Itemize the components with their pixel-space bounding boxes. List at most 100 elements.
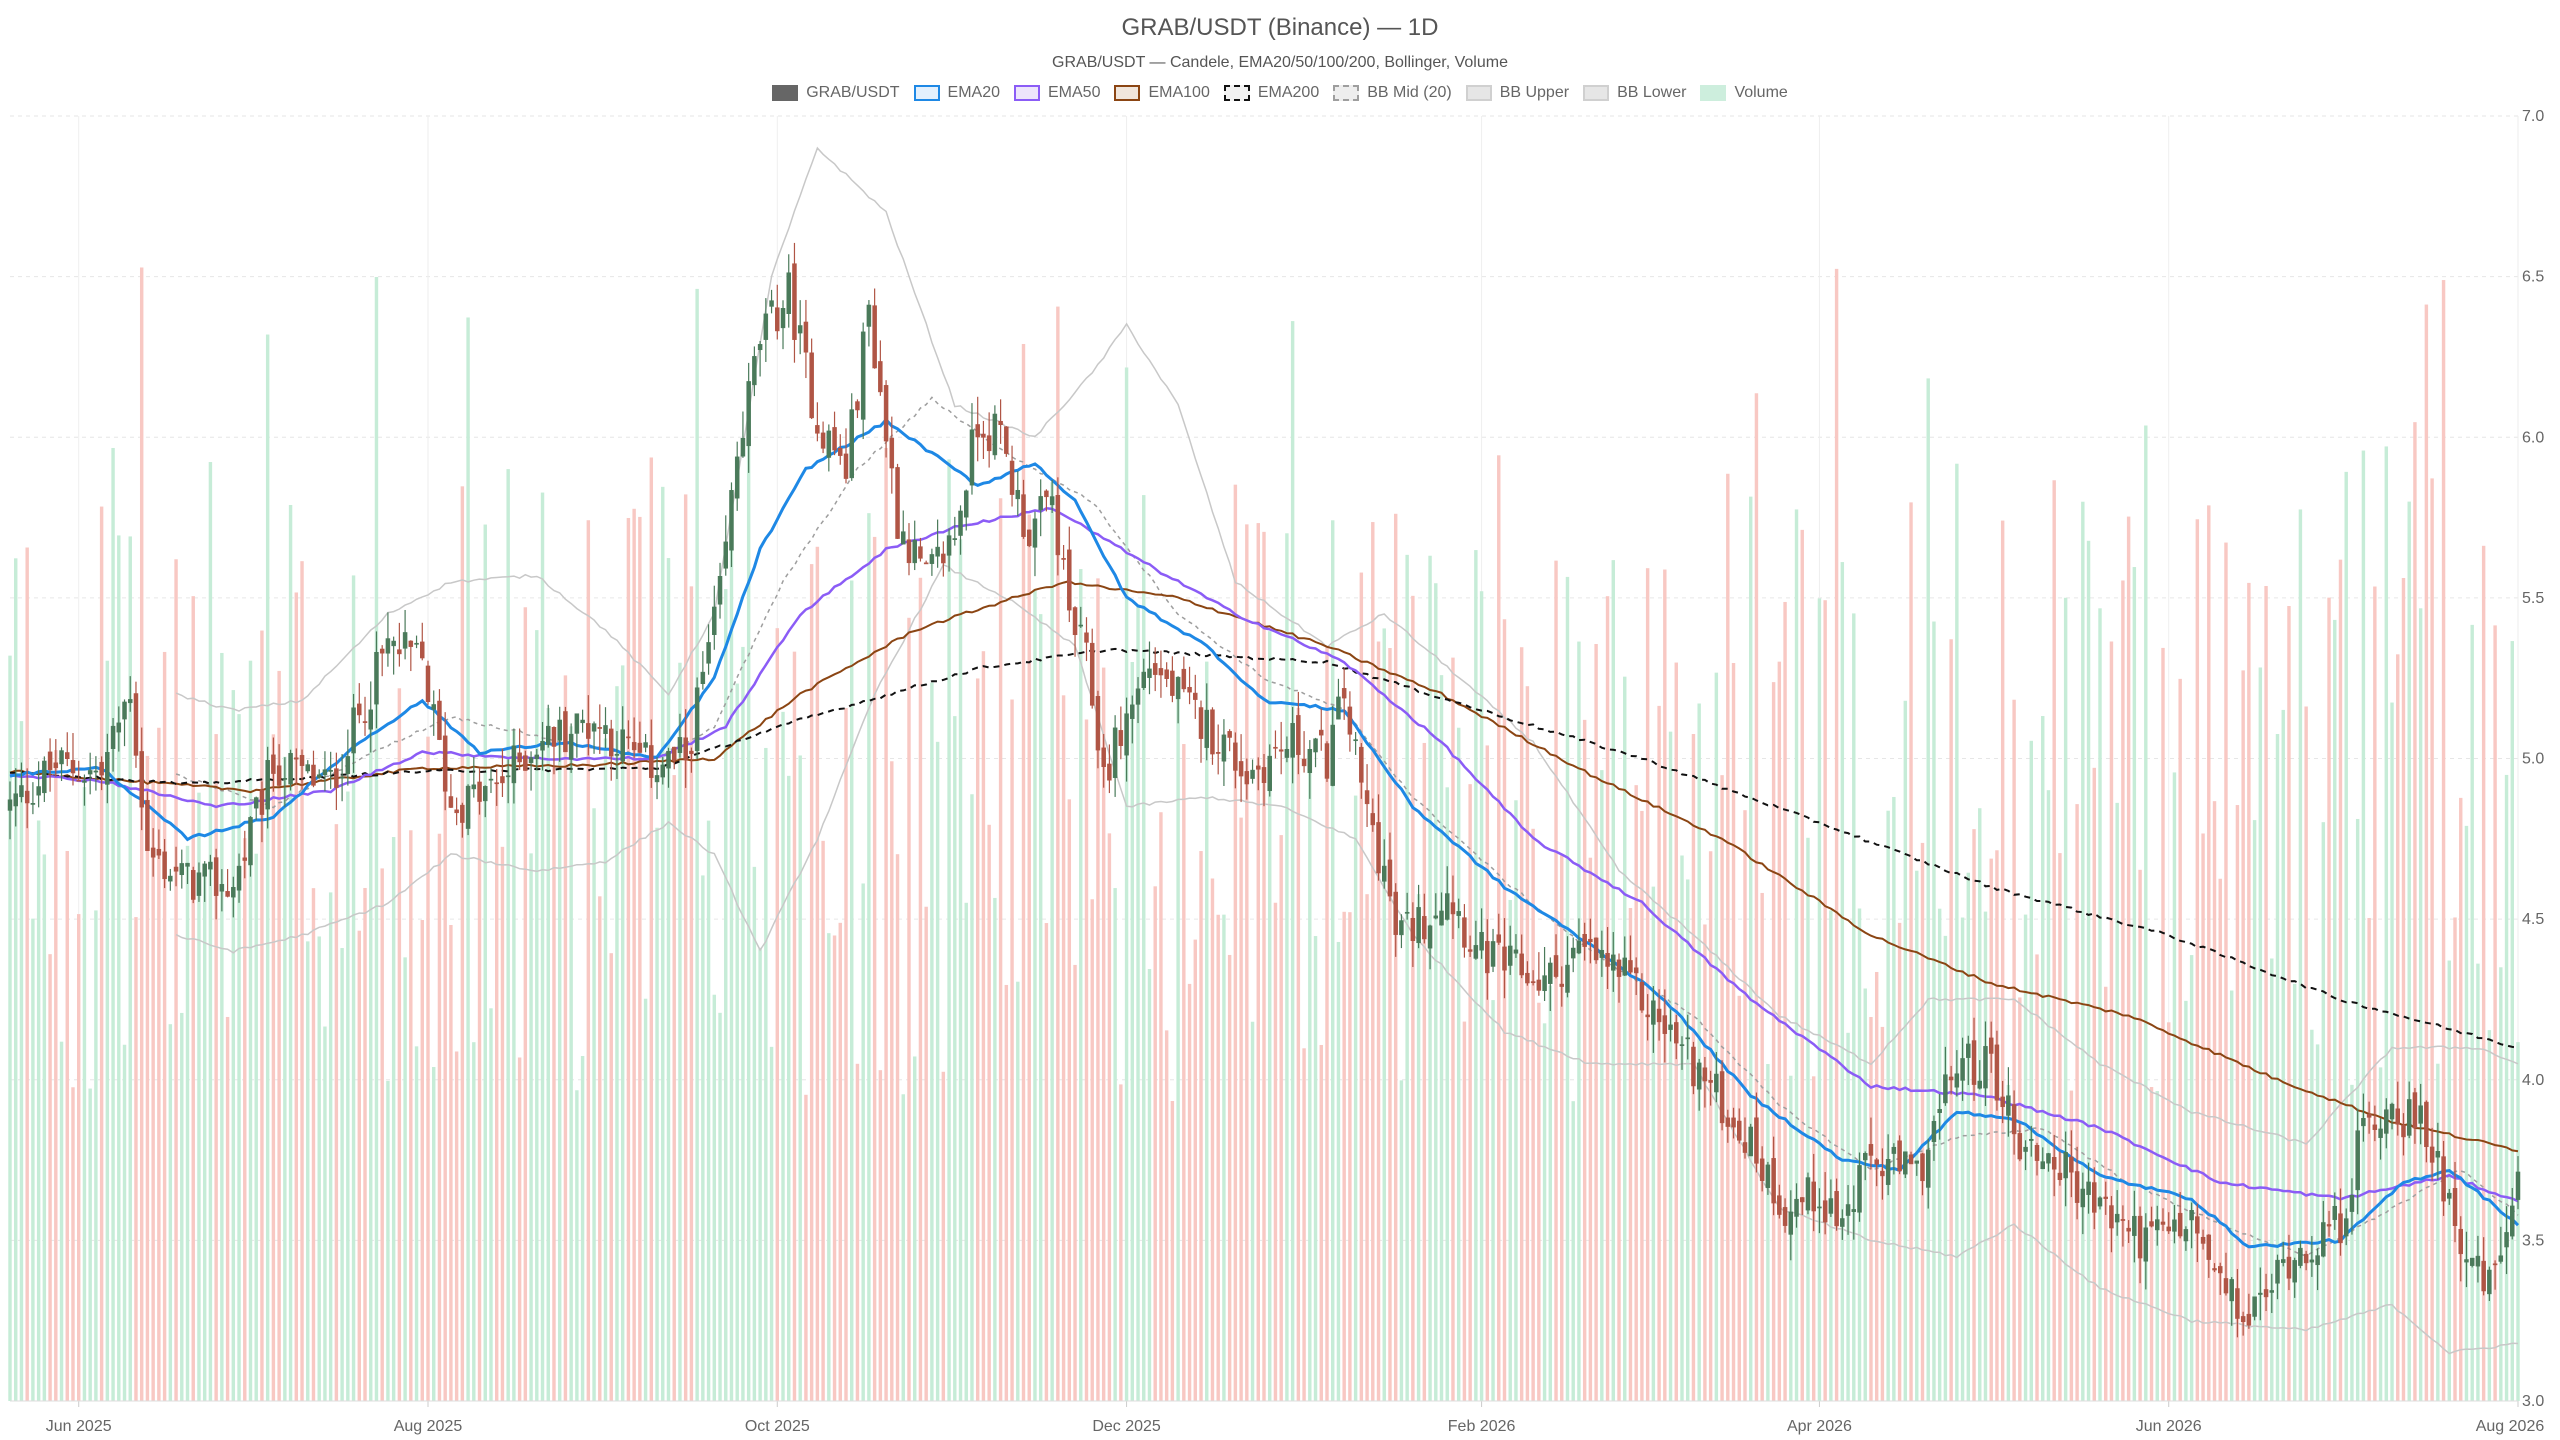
candle — [1868, 1117, 1874, 1170]
candle — [1095, 690, 1101, 769]
volume-bar — [1308, 758, 1312, 1401]
volume-bar — [2207, 505, 2211, 1401]
volume-bar — [1514, 800, 1518, 1401]
volume-bar — [1519, 647, 1524, 1401]
candle-body — [929, 554, 935, 564]
volume-bar — [907, 617, 911, 1401]
candle — [2057, 1151, 2063, 1186]
candle — [563, 706, 568, 753]
volume-bar — [987, 824, 991, 1401]
candle — [2447, 1188, 2452, 1205]
candle-body — [1994, 1044, 2000, 1101]
volume-bar — [1119, 1084, 1123, 1401]
volume-bar — [1571, 1101, 1575, 1401]
candle — [1078, 606, 1084, 628]
candle-body — [1359, 746, 1364, 783]
volume-bar — [1754, 393, 1759, 1401]
volume-bar — [386, 1080, 390, 1401]
volume-bar — [306, 941, 310, 1401]
candle — [2149, 1206, 2154, 1228]
candle — [1290, 707, 1295, 784]
volume-bar — [935, 741, 940, 1401]
volume-bar — [2218, 878, 2222, 1401]
candle-body — [643, 742, 648, 748]
candle — [1948, 1065, 1954, 1095]
candle-body — [65, 752, 70, 759]
y-tick-label: 3.5 — [2522, 1232, 2544, 1249]
candle-body — [225, 891, 230, 897]
volume-bar — [1302, 1048, 1306, 1401]
legend-item-price[interactable]: GRAB/USDT — [772, 84, 900, 102]
volume-bar — [2018, 997, 2022, 1401]
volume-bar — [1382, 628, 1386, 1401]
candle — [826, 424, 832, 472]
candle — [649, 719, 654, 788]
candle-body — [2011, 1104, 2017, 1135]
volume-bar — [626, 517, 631, 1401]
candle — [1336, 678, 1341, 720]
legend-item-ema20[interactable]: EMA20 — [913, 84, 1000, 102]
candle-body — [517, 752, 522, 763]
volume-bar — [2081, 501, 2085, 1402]
legend-item-volume[interactable]: Volume — [1700, 84, 1788, 102]
candle-body — [2424, 1101, 2429, 1148]
candle-body — [1668, 1024, 1673, 1030]
candle — [1141, 658, 1147, 690]
candle-body — [1204, 709, 1209, 748]
candle — [231, 876, 236, 918]
candle-body — [437, 700, 442, 740]
candle — [2372, 1105, 2378, 1142]
volume-bar — [403, 957, 407, 1401]
candle-body — [1771, 1158, 1776, 1204]
candle-body — [2332, 1205, 2338, 1220]
candle-body — [408, 640, 414, 647]
candle — [2143, 1213, 2149, 1290]
legend-item-ema50[interactable]: EMA50 — [1014, 84, 1100, 102]
volume-bar — [208, 462, 213, 1401]
legend-item-ema200[interactable]: EMA200 — [1223, 84, 1319, 102]
candle-body — [1456, 911, 1461, 916]
candle — [242, 830, 248, 879]
volume-bar — [2075, 804, 2079, 1401]
volume-bar — [735, 683, 739, 1401]
candle — [150, 828, 156, 877]
candle-body — [820, 432, 826, 449]
candle — [992, 405, 998, 460]
candle — [866, 300, 872, 347]
legend-item-bbup[interactable]: BB Upper — [1465, 84, 1569, 102]
candle-body — [1759, 1158, 1765, 1181]
candle-body — [2046, 1153, 2051, 1164]
legend-item-bbmid[interactable]: BB Mid (20) — [1333, 84, 1452, 102]
candle — [1737, 1108, 1742, 1144]
candle-body — [1422, 916, 1427, 940]
candle — [1439, 892, 1444, 926]
candle-body — [843, 453, 849, 479]
candle-body — [374, 651, 379, 705]
volume-bar — [1096, 578, 1100, 1401]
candle — [110, 717, 116, 772]
legend-item-bblow[interactable]: BB Lower — [1583, 84, 1686, 102]
candle-body — [47, 751, 53, 771]
volume-bar — [2258, 667, 2263, 1401]
volume-bar — [1703, 924, 1707, 1401]
candle-body — [179, 863, 185, 876]
candle-body — [2000, 1096, 2005, 1108]
legend-swatch-price — [772, 85, 799, 101]
volume-bar — [2459, 797, 2463, 1401]
candle — [133, 681, 139, 768]
candle — [1347, 691, 1353, 752]
candle-body — [402, 632, 408, 649]
legend-item-ema100[interactable]: EMA100 — [1114, 84, 1210, 102]
volume-bar — [2418, 608, 2423, 1401]
legend-swatch-ema20 — [913, 85, 940, 101]
candle — [1158, 650, 1164, 698]
candle — [1278, 721, 1284, 775]
candle — [963, 489, 969, 531]
volume-bar — [1628, 908, 1633, 1401]
candle-body — [2223, 1278, 2229, 1294]
volume-bar — [2006, 1084, 2011, 1401]
candle — [511, 728, 517, 804]
volume-bar — [930, 682, 934, 1401]
volume-bar — [1479, 591, 1484, 1401]
